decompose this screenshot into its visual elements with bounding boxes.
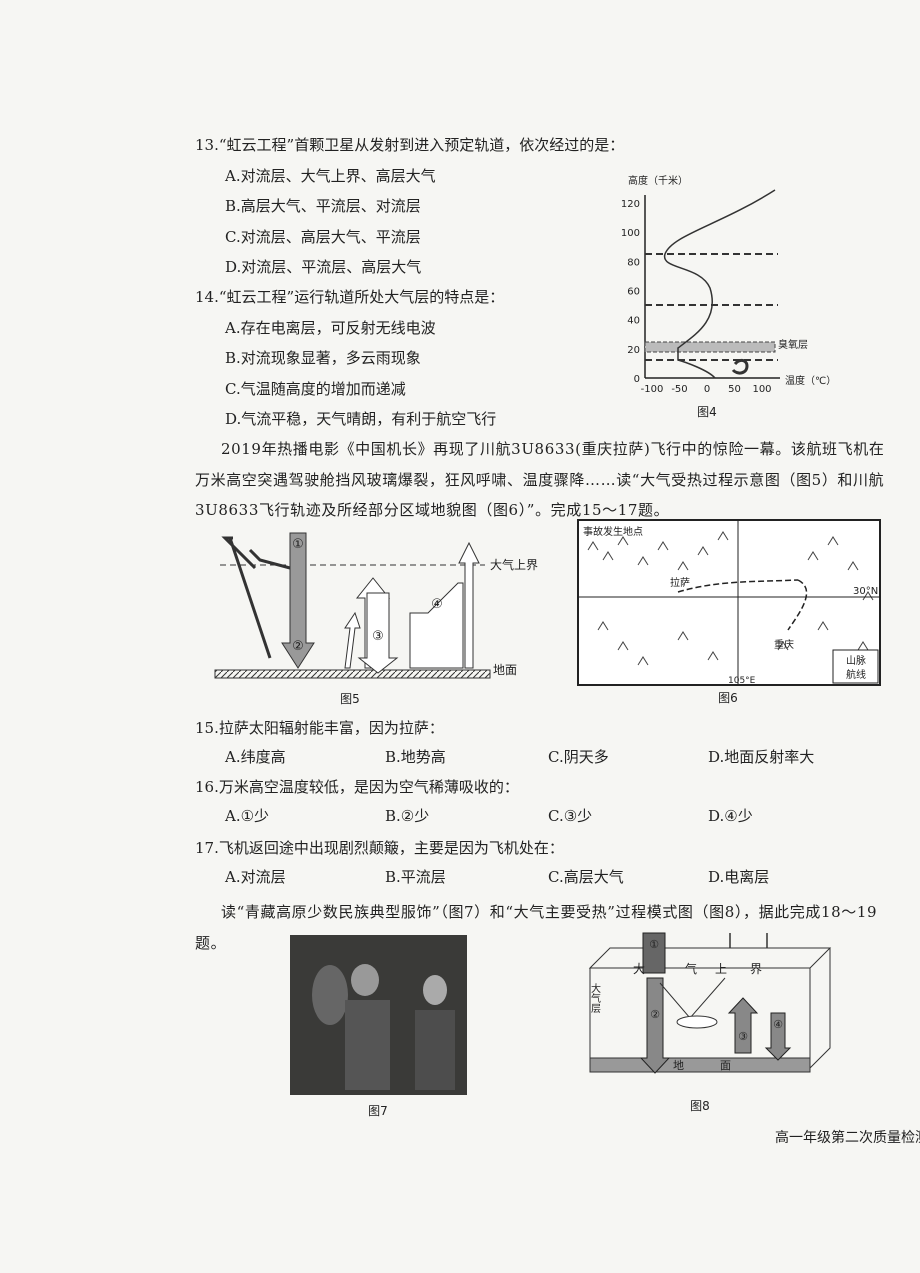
legend-label: 航线 — [846, 668, 866, 681]
process-mark: ③ — [738, 1030, 748, 1043]
option: D.④少 — [708, 807, 753, 825]
boundary-label: 大气上界 — [490, 557, 538, 572]
figure-8: ① ② ③ ④ 大 气 上 界 大气层 地 面 图8 — [589, 932, 832, 1113]
option: B.②少 — [385, 807, 430, 825]
map-label: 30°N — [853, 586, 878, 597]
question-stem: 15.拉萨太阳辐射能丰富，因为拉萨： — [195, 719, 444, 737]
option: A.对流层 — [225, 868, 286, 886]
ground-label: 地 — [673, 1059, 684, 1072]
y-tick-label: 60 — [627, 287, 640, 298]
figure-4: 高度（千米） 臭氧层 温度（℃） 图4 0 20 40 60 80 100 120 -100-… — [621, 174, 836, 419]
figure-7: 图7 — [290, 935, 467, 1118]
x-tick-label: 100 — [752, 384, 771, 395]
question-stem: 14.“虹云工程”运行轨道所处大气层的特点是： — [195, 288, 505, 306]
option: D.地面反射率大 — [708, 748, 815, 766]
ground-label: 地面 — [493, 663, 517, 677]
figure-caption: 图8 — [690, 1099, 710, 1113]
option: C.高层大气 — [548, 868, 624, 886]
option: D.电离层 — [708, 868, 770, 886]
boundary-label: 大 — [633, 962, 645, 976]
boundary-label: 上 — [715, 962, 727, 976]
y-tick-label: 0 — [634, 374, 640, 385]
x-tick-label: 50 — [728, 384, 741, 395]
option: D.对流层、平流层、高层大气 — [225, 258, 422, 276]
option: C.阴天多 — [548, 748, 609, 766]
map-label: 重庆 — [774, 638, 794, 651]
option: A.存在电离层，可反射无线电波 — [225, 318, 436, 337]
boundary-label: 气 — [685, 961, 697, 976]
option: C.③少 — [548, 807, 593, 825]
layer-label: 臭氧层 — [778, 338, 808, 351]
figure-5: 大气上界 地面 ① ② ③ ④ 图5 — [214, 532, 538, 706]
axis-label: 高度（千米） — [628, 174, 688, 187]
axis-label: 温度（℃） — [785, 374, 836, 387]
ground-label: 面 — [720, 1059, 731, 1072]
process-mark: ④ — [773, 1018, 783, 1031]
boundary-label: 界 — [750, 962, 762, 976]
footer: 高一年级第二次质量检测 — [775, 1130, 920, 1146]
figure-6: 事故发生地点 拉萨 重庆 30°N 105°E 山脉 航线 图6 — [577, 519, 881, 705]
option: C.对流层、高层大气、平流层 — [225, 227, 421, 246]
option: B.地势高 — [385, 748, 446, 766]
question-stem: 17.飞机返回途中出现剧烈颠簸，主要是因为飞机处在： — [195, 839, 564, 857]
option: B.平流层 — [385, 868, 446, 886]
map-label: 拉萨 — [670, 576, 690, 589]
option: A.①少 — [225, 807, 270, 825]
option: B.高层大气、平流层、对流层 — [225, 197, 421, 215]
process-mark: ① — [649, 938, 659, 951]
process-mark: ② — [650, 1008, 660, 1021]
y-tick-label: 100 — [621, 228, 640, 239]
x-tick-label: 0 — [704, 384, 710, 395]
figure-caption: 图4 — [697, 405, 717, 419]
option: D.气流平稳，天气晴朗，有利于航空飞行 — [225, 410, 497, 428]
option: B.对流现象显著，多云雨现象 — [225, 349, 421, 367]
y-tick-label: 40 — [627, 316, 640, 327]
figure-caption: 图5 — [340, 692, 360, 706]
x-tick-label: -50 — [671, 384, 687, 395]
passage: 读“青藏高原少数民族典型服饰”（图7）和“大气主要受热”过程模式图（图8），据此… — [195, 903, 878, 952]
figure-caption: 图6 — [718, 691, 738, 705]
question-stem: 13.“虹云工程”首颗卫星从发射到进入预定轨道，依次经过的是： — [195, 136, 625, 154]
legend-label: 山脉 — [846, 654, 866, 667]
figure-caption: 图7 — [368, 1104, 388, 1118]
process-mark: ③ — [372, 629, 384, 644]
y-tick-label: 120 — [621, 199, 640, 210]
process-mark: ④ — [431, 597, 443, 612]
option: C.气温随高度的增加而递减 — [225, 379, 406, 398]
process-mark: ① — [292, 537, 304, 552]
process-mark: ② — [292, 639, 304, 654]
map-label: 事故发生地点 — [583, 525, 643, 538]
y-tick-label: 20 — [627, 345, 640, 356]
question-stem: 16.万米高空温度较低，是因为空气稀薄吸收的： — [195, 778, 519, 796]
x-tick-label: -100 — [641, 384, 664, 395]
passage: 2019年热播电影《中国机长》再现了川航3U8633(重庆拉萨)飞行中的惊险一幕… — [195, 440, 885, 519]
option: A.对流层、大气上界、高层大气 — [225, 166, 436, 185]
y-tick-label: 80 — [627, 257, 640, 268]
layer-label: 大气层 — [589, 982, 601, 1014]
map-label: 105°E — [728, 676, 756, 686]
option: A.纬度高 — [225, 748, 286, 766]
